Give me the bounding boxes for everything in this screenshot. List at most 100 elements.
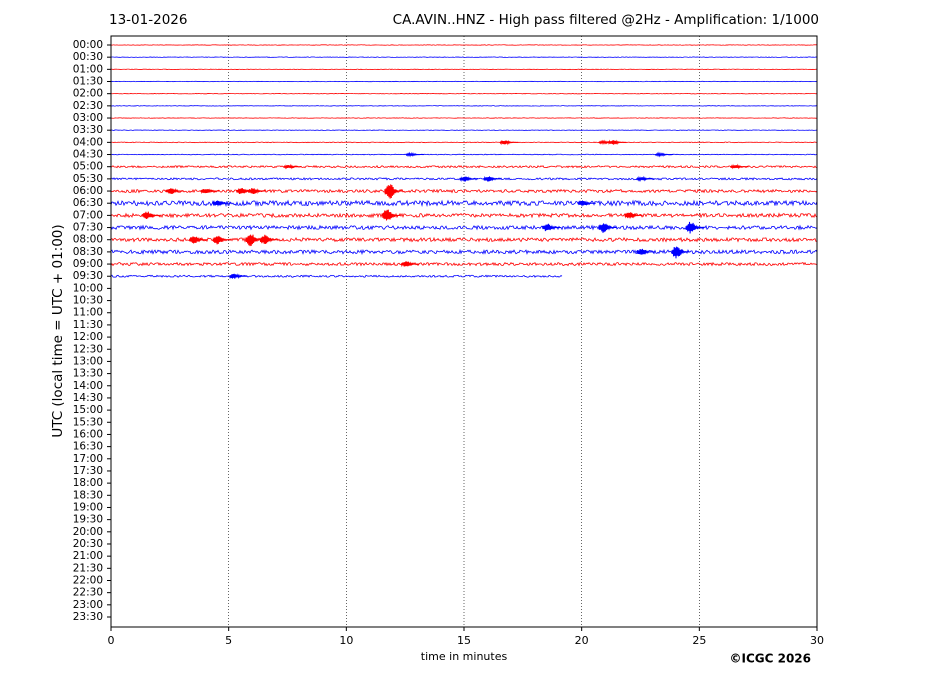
event-burst	[636, 248, 655, 255]
y-tick-label: 01:00	[73, 63, 103, 75]
y-tick-label: 15:00	[73, 404, 103, 416]
event-burst	[400, 261, 420, 268]
y-tick-label: 22:00	[73, 574, 103, 586]
y-tick-label: 08:30	[73, 246, 103, 258]
y-tick-label: 00:30	[73, 51, 103, 63]
event-burst	[685, 221, 704, 234]
event-burst	[247, 187, 267, 195]
trace	[110, 188, 818, 194]
y-tick-label: 17:00	[73, 453, 103, 465]
event-burst	[577, 200, 596, 206]
event-burst	[459, 176, 478, 183]
event-burst	[259, 234, 279, 244]
y-tick-label: 23:00	[73, 599, 103, 611]
y-tick-label: 13:00	[73, 355, 103, 367]
trace	[110, 212, 818, 219]
event-burst	[381, 209, 401, 221]
x-tick-label: 5	[225, 634, 232, 647]
event-burst	[636, 175, 655, 182]
x-tick-label: 30	[810, 634, 824, 647]
y-tick-label: 19:30	[73, 514, 103, 526]
copyright: ©ICGC 2026	[729, 652, 811, 666]
y-tick-label: 00:00	[73, 39, 103, 51]
trace	[110, 274, 563, 278]
y-tick-label: 04:00	[73, 136, 103, 148]
event-burst	[200, 188, 220, 195]
y-tick-label: 06:30	[73, 197, 103, 209]
plot-frame	[110, 35, 818, 628]
x-tick-label: 20	[575, 634, 589, 647]
y-tick-label: 03:30	[73, 124, 103, 136]
trace	[110, 199, 818, 208]
trace	[110, 153, 818, 156]
event-burst	[607, 139, 627, 145]
x-tick-label: 15	[457, 634, 471, 647]
event-burst	[483, 175, 502, 182]
y-axis-label: UTC (local time = UTC + 01:00)	[50, 224, 66, 437]
y-tick-label: 01:30	[73, 76, 103, 88]
trace	[110, 248, 818, 256]
event-burst	[405, 151, 424, 158]
y-tick-label: 08:00	[73, 234, 103, 246]
trace	[110, 261, 818, 267]
y-tick-label: 09:30	[73, 270, 103, 282]
event-burst	[212, 200, 231, 207]
y-tick-label: 03:00	[73, 112, 103, 124]
y-tick-label: 05:00	[73, 161, 103, 173]
y-tick-label: 16:30	[73, 441, 103, 453]
y-tick-label: 18:00	[73, 477, 103, 489]
x-tick-label: 10	[339, 634, 353, 647]
y-tick-label: 19:00	[73, 501, 103, 513]
trace	[110, 164, 818, 169]
y-tick-label: 04:30	[73, 149, 103, 161]
event-burst	[598, 223, 617, 233]
y-tick-label: 10:30	[73, 295, 103, 307]
y-tick-label: 07:30	[73, 222, 103, 234]
event-burst	[624, 212, 643, 219]
y-tick-label: 12:00	[73, 331, 103, 343]
y-tick-label: 21:00	[73, 550, 103, 562]
y-tick-label: 16:00	[73, 428, 103, 440]
y-tick-label: 20:30	[73, 538, 103, 550]
event-burst	[671, 246, 690, 259]
event-burst	[499, 139, 518, 146]
x-axis-label: time in minutes	[421, 650, 508, 663]
event-burst	[283, 163, 302, 170]
x-tick-label: 0	[108, 634, 115, 647]
event-burst	[541, 223, 561, 232]
event-burst	[141, 211, 161, 220]
y-tick-label: 14:30	[73, 392, 103, 404]
event-burst	[212, 235, 231, 245]
y-tick-label: 11:00	[73, 307, 103, 319]
y-tick-label: 23:30	[73, 611, 103, 623]
y-tick-label: 12:30	[73, 343, 103, 355]
event-burst	[730, 163, 749, 170]
event-burst	[228, 273, 248, 280]
y-tick-label: 21:30	[73, 562, 103, 574]
y-tick-label: 07:00	[73, 209, 103, 221]
trace	[110, 141, 818, 144]
event-burst	[384, 184, 403, 199]
event-burst	[654, 151, 674, 158]
y-tick-label: 11:30	[73, 319, 103, 331]
y-tick-label: 22:30	[73, 587, 103, 599]
y-tick-label: 05:30	[73, 173, 103, 185]
y-tick-label: 06:00	[73, 185, 103, 197]
y-tick-label: 17:30	[73, 465, 103, 477]
event-burst	[188, 236, 208, 244]
x-tick-label: 25	[692, 634, 706, 647]
y-tick-label: 09:00	[73, 258, 103, 270]
y-tick-label: 14:00	[73, 380, 103, 392]
y-tick-label: 15:30	[73, 416, 103, 428]
date: 13-01-2026	[109, 12, 187, 28]
y-tick-label: 02:00	[73, 88, 103, 100]
y-tick-label: 20:00	[73, 526, 103, 538]
y-tick-label: 10:00	[73, 282, 103, 294]
y-tick-label: 18:30	[73, 489, 103, 501]
trace	[110, 224, 818, 231]
y-tick-label: 13:30	[73, 368, 103, 380]
chart-title: CA.AVIN..HNZ - High pass filtered @2Hz -…	[393, 12, 819, 28]
event-burst	[165, 188, 184, 194]
